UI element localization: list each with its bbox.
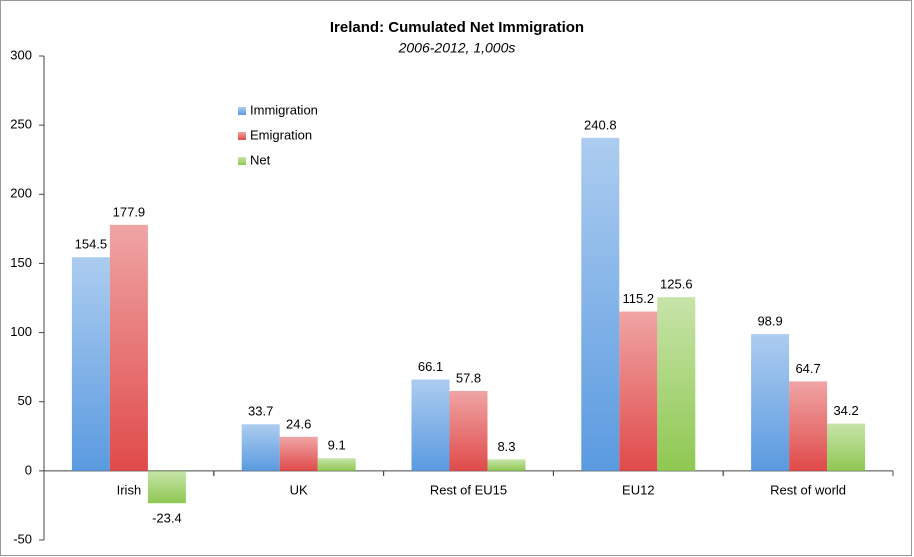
x-tick-label: Irish: [117, 482, 142, 497]
legend-swatch: [238, 157, 246, 165]
bar: [619, 311, 658, 471]
y-tick-label: 200: [10, 186, 32, 201]
value-label: 240.8: [584, 117, 617, 132]
bar: [751, 334, 790, 471]
bar: [487, 459, 526, 471]
value-label: 125.6: [660, 277, 693, 292]
y-tick-label: -50: [13, 531, 32, 546]
legend-label: Immigration: [250, 102, 318, 117]
chart-title: Ireland: Cumulated Net Immigration: [330, 19, 584, 36]
legend-swatch: [238, 107, 246, 115]
value-label: 57.8: [456, 370, 481, 385]
y-tick-label: 0: [25, 462, 32, 477]
value-label: 33.7: [248, 404, 273, 419]
legend-swatch: [238, 132, 246, 140]
y-tick-label: 300: [10, 47, 32, 62]
bar: [317, 458, 356, 471]
y-tick-label: 150: [10, 255, 32, 270]
value-label: 8.3: [497, 439, 515, 454]
bar: [241, 424, 280, 471]
bar: [411, 379, 450, 471]
legend-label: Emigration: [250, 127, 312, 142]
value-label: 34.2: [833, 403, 858, 418]
value-label: 177.9: [113, 204, 146, 219]
bar: [657, 297, 696, 471]
chart-subtitle: 2006-2012, 1,000s: [398, 40, 516, 56]
bar: [109, 224, 148, 471]
legend-label: Net: [250, 152, 271, 167]
value-label: 9.1: [328, 438, 346, 453]
x-tick-label: Rest of world: [770, 482, 846, 497]
value-label: 64.7: [795, 361, 820, 376]
value-label: 66.1: [418, 359, 443, 374]
value-label: 24.6: [286, 416, 311, 431]
y-tick-label: 250: [10, 117, 32, 132]
y-tick-label: 50: [18, 393, 32, 408]
value-label: 98.9: [757, 314, 782, 329]
bar: [147, 470, 186, 504]
bar: [279, 436, 318, 471]
bar: [789, 381, 828, 471]
bar: [827, 423, 866, 471]
value-label: 115.2: [623, 291, 655, 306]
bar: [71, 257, 110, 471]
bar: [581, 137, 620, 471]
y-tick-label: 100: [10, 324, 32, 339]
x-tick-label: Rest of EU15: [430, 482, 507, 497]
x-tick-label: EU12: [622, 482, 655, 497]
x-tick-label: UK: [290, 482, 308, 497]
bar: [449, 390, 488, 471]
value-label: 154.5: [75, 237, 108, 252]
value-label: -23.4: [152, 511, 182, 526]
